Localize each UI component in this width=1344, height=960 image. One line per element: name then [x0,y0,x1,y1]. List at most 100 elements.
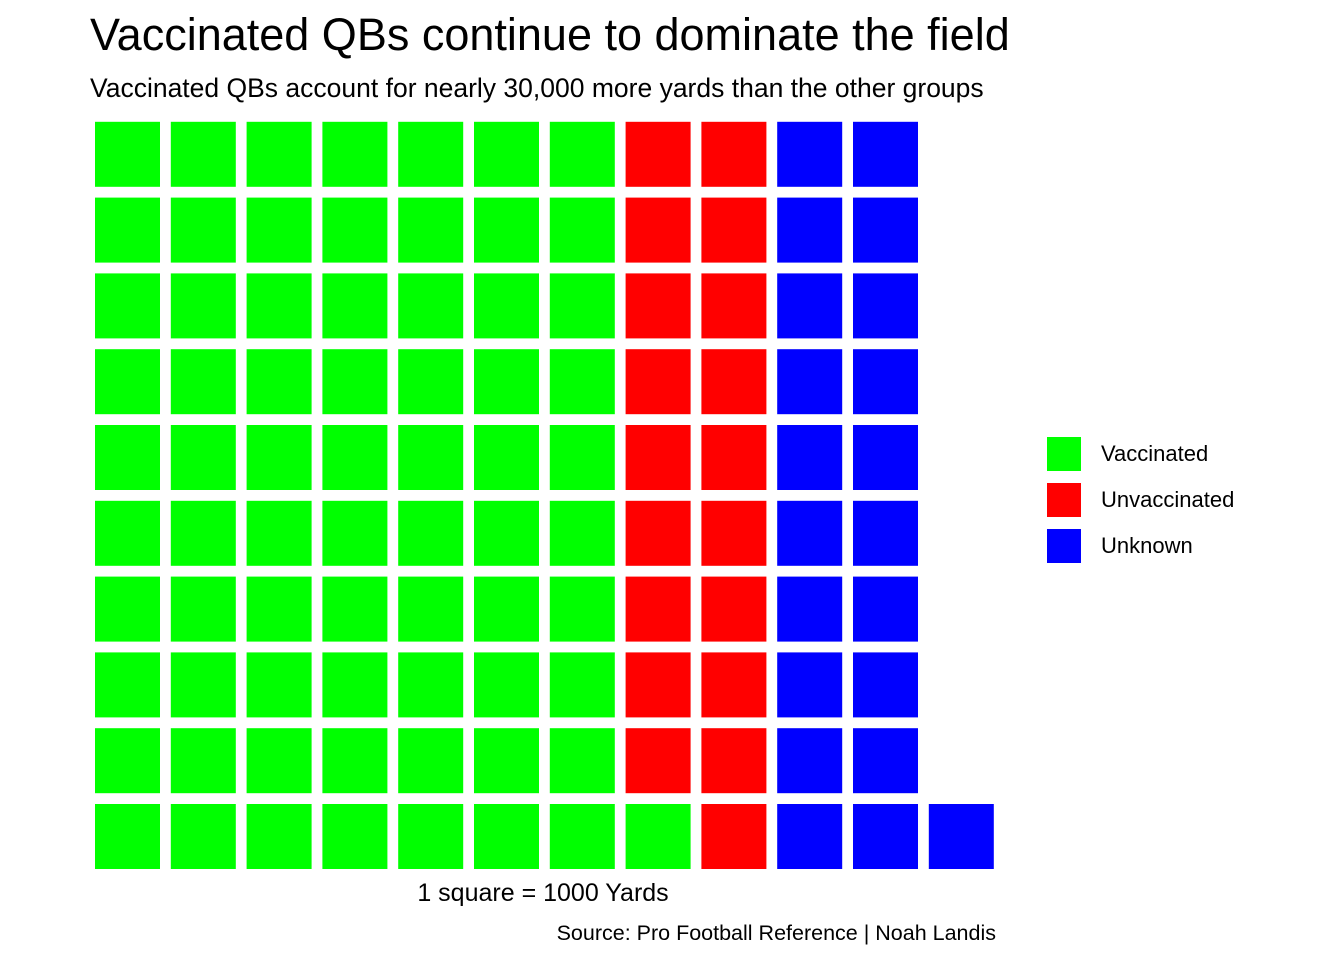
waffle-square-vaccinated [95,349,160,415]
waffle-square-unknown [853,349,918,415]
waffle-square-vaccinated [398,273,464,339]
waffle-square-vaccinated [95,273,160,339]
chart-subtitle: Vaccinated QBs account for nearly 30,000… [90,73,984,103]
waffle-square-unknown [777,121,843,187]
waffle-square-vaccinated [322,197,388,263]
waffle-square-unvaccinated [625,728,691,794]
waffle-square-vaccinated [474,349,539,415]
waffle-square-vaccinated [95,121,160,187]
waffle-square-unvaccinated [701,121,767,187]
waffle-square-vaccinated [170,121,236,187]
waffle-square-vaccinated [170,652,236,718]
waffle-square-vaccinated [246,121,312,187]
waffle-square-vaccinated [625,804,691,869]
waffle-square-unknown [853,121,918,187]
waffle-square-unknown [777,804,843,869]
waffle-square-unknown [928,804,994,869]
waffle-square-vaccinated [95,500,160,566]
waffle-square-unvaccinated [701,425,767,490]
waffle-square-vaccinated [474,576,539,642]
legend-swatch-vaccinated [1047,437,1081,471]
waffle-square-vaccinated [246,728,312,794]
waffle-square-vaccinated [549,349,615,415]
waffle-square-unvaccinated [701,349,767,415]
waffle-square-vaccinated [549,576,615,642]
waffle-square-vaccinated [474,121,539,187]
waffle-square-unvaccinated [625,576,691,642]
waffle-square-vaccinated [474,804,539,869]
waffle-square-unknown [853,500,918,566]
waffle-square-vaccinated [474,197,539,263]
waffle-square-vaccinated [322,576,388,642]
waffle-square-unknown [777,500,843,566]
waffle-square-vaccinated [398,804,464,869]
waffle-square-unvaccinated [701,500,767,566]
waffle-square-vaccinated [170,349,236,415]
waffle-square-unknown [777,728,843,794]
legend-item-vaccinated: Vaccinated [1047,431,1234,477]
waffle-square-vaccinated [246,425,312,490]
waffle-square-vaccinated [398,121,464,187]
waffle-square-unknown [853,425,918,490]
waffle-square-vaccinated [398,652,464,718]
waffle-square-unknown [777,197,843,263]
waffle-square-unknown [777,652,843,718]
waffle-square-vaccinated [95,728,160,794]
waffle-square-vaccinated [170,728,236,794]
waffle-square-vaccinated [549,804,615,869]
waffle-square-vaccinated [170,197,236,263]
waffle-square-vaccinated [170,425,236,490]
waffle-square-vaccinated [170,804,236,869]
waffle-square-vaccinated [549,652,615,718]
waffle-square-vaccinated [549,500,615,566]
waffle-square-unvaccinated [625,425,691,490]
waffle-square-vaccinated [95,652,160,718]
waffle-square-vaccinated [322,500,388,566]
waffle-square-vaccinated [246,197,312,263]
waffle-square-vaccinated [398,500,464,566]
waffle-square-vaccinated [398,349,464,415]
waffle-square-vaccinated [246,804,312,869]
waffle-square-vaccinated [474,273,539,339]
waffle-square-unvaccinated [625,652,691,718]
waffle-square-unvaccinated [625,349,691,415]
waffle-square-unvaccinated [701,197,767,263]
waffle-square-unknown [853,273,918,339]
waffle-square-vaccinated [322,273,388,339]
chart-title: Vaccinated QBs continue to dominate the … [90,9,1010,60]
waffle-square-unvaccinated [701,804,767,869]
waffle-square-vaccinated [322,652,388,718]
waffle-square-vaccinated [549,197,615,263]
waffle-square-vaccinated [398,576,464,642]
waffle-square-vaccinated [322,349,388,415]
waffle-square-vaccinated [474,728,539,794]
waffle-square-vaccinated [549,728,615,794]
waffle-square-unknown [853,652,918,718]
waffle-square-vaccinated [398,197,464,263]
waffle-square-unvaccinated [701,728,767,794]
waffle-square-unknown [853,576,918,642]
waffle-square-vaccinated [322,728,388,794]
legend-swatch-unknown [1047,529,1081,563]
waffle-square-vaccinated [246,576,312,642]
waffle-square-unknown [853,728,918,794]
waffle-square-unvaccinated [701,576,767,642]
waffle-square-vaccinated [95,425,160,490]
waffle-square-vaccinated [170,273,236,339]
waffle-square-unvaccinated [701,273,767,339]
waffle-square-vaccinated [95,804,160,869]
waffle-square-unvaccinated [701,652,767,718]
waffle-square-vaccinated [322,804,388,869]
waffle-square-vaccinated [474,425,539,490]
source-caption: Source: Pro Football Reference | Noah La… [556,921,996,945]
legend-swatch-unvaccinated [1047,483,1081,517]
waffle-square-vaccinated [95,197,160,263]
waffle-square-unvaccinated [625,121,691,187]
waffle-square-vaccinated [246,652,312,718]
waffle-square-vaccinated [549,425,615,490]
legend-label-vaccinated: Vaccinated [1101,441,1209,466]
waffle-square-vaccinated [246,273,312,339]
waffle-square-unknown [777,273,843,339]
waffle-square-unknown [777,576,843,642]
